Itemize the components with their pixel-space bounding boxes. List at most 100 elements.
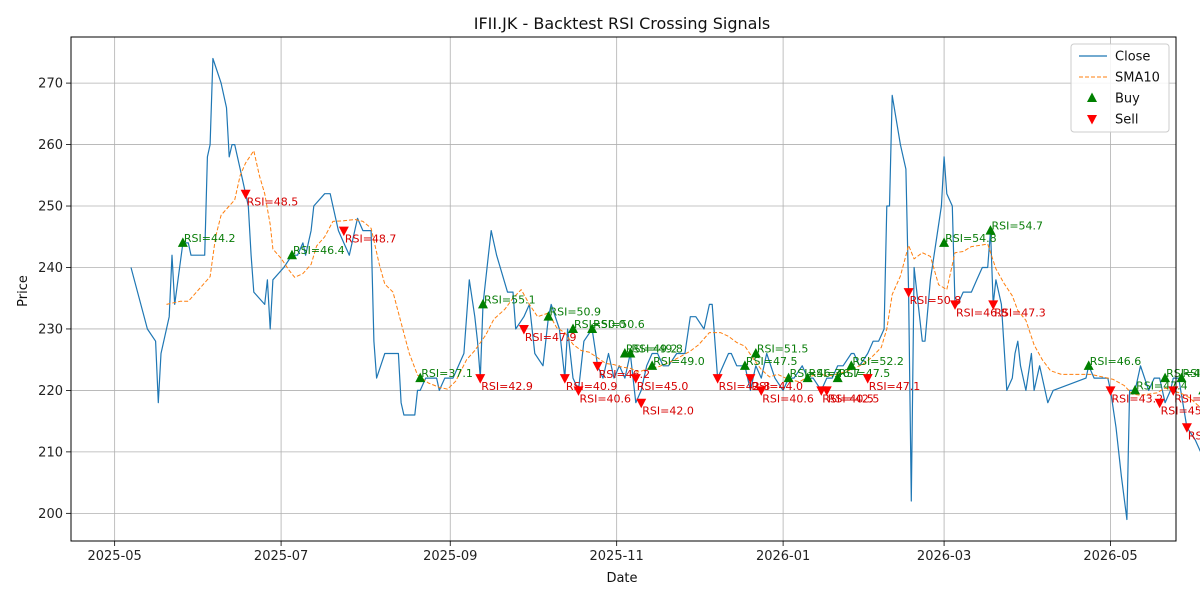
buy-signal-marker bbox=[415, 372, 426, 383]
buy-signal-label: RSI=54.8 bbox=[945, 232, 997, 245]
x-tick-label: 2025-05 bbox=[87, 549, 141, 564]
legend-label: Buy bbox=[1115, 92, 1140, 107]
y-tick-label: 220 bbox=[38, 384, 63, 399]
sell-signal-label: RSI=45.8 bbox=[1174, 392, 1200, 405]
buy-signal-label: RSI=55.1 bbox=[484, 293, 536, 306]
axis-ticks: 2025-05 2025-07 2025-09 2025-11 2026-01 2026-… bbox=[38, 77, 1138, 564]
sell-signal-label: RSI=42.0 bbox=[642, 405, 694, 418]
legend-buy-marker bbox=[1087, 92, 1097, 102]
buy-signal-label: RSI=50.0 bbox=[574, 318, 626, 331]
buy-signal-marker bbox=[287, 249, 297, 260]
sell-signal-marker bbox=[1105, 386, 1116, 396]
buy-signal-marker bbox=[177, 237, 188, 247]
sell-signal-label: RSI=45.1 bbox=[1161, 405, 1200, 418]
buy-signal-marker bbox=[802, 372, 813, 383]
buy-signal-label: RSI=51.5 bbox=[757, 343, 809, 356]
sell-signal-marker bbox=[630, 374, 641, 384]
buy-signal-marker bbox=[1083, 360, 1094, 370]
buy-signal-label: RSI=44.2 bbox=[184, 232, 236, 245]
sell-signal-marker bbox=[475, 374, 486, 384]
sell-signal-label: RSI=40.9 bbox=[566, 380, 618, 393]
buy-signal-marker bbox=[543, 311, 554, 321]
buy-signal-label: RSI=46.3 bbox=[790, 367, 842, 380]
legend: Close SMA10 Buy Sell bbox=[1070, 43, 1170, 133]
sell-signal-label: RSI=48.7 bbox=[345, 233, 397, 246]
sell-signal-marker bbox=[821, 386, 832, 396]
sell-signal-marker bbox=[988, 300, 999, 310]
x-tick-label: 2025-07 bbox=[254, 549, 308, 564]
close-price-line bbox=[130, 57, 1200, 521]
sell-signal-label: RSI=43.2 bbox=[1112, 392, 1164, 405]
y-tick-label: 210 bbox=[38, 445, 63, 460]
buy-signal-marker bbox=[568, 323, 579, 333]
sell-signal-label: RSI=47.1 bbox=[869, 380, 921, 393]
buy-signal-label: RSI=49.2 bbox=[626, 343, 678, 356]
sell-signal-label: RSI=45.0 bbox=[637, 380, 689, 393]
x-tick-label: 2026-03 bbox=[917, 549, 971, 564]
plot-frame bbox=[70, 36, 1177, 542]
sell-signal-label: RSI=47.9 bbox=[525, 331, 577, 344]
buy-signal-marker bbox=[1176, 372, 1187, 383]
buy-signal-label: RSI=49.8 bbox=[631, 343, 683, 356]
grid-lines bbox=[71, 37, 1176, 541]
buy-signal-marker bbox=[750, 348, 761, 358]
signal-markers: RSI=44.2 RSI=46.4 RSI=37.1 RSI=55.1 RSI=50.9… bbox=[177, 189, 1200, 442]
sell-signal-label: RSI=40.6 bbox=[762, 392, 814, 405]
x-tick-label: 2025-11 bbox=[590, 549, 644, 564]
sell-signal-label: RSI=46.8 bbox=[956, 306, 1008, 319]
sell-signal-marker bbox=[636, 398, 647, 409]
buy-signal-label: RSI=50.9 bbox=[549, 306, 601, 319]
buy-signal-label: RSI=54.7 bbox=[991, 220, 1043, 233]
buy-signal-label: RSI=46.6 bbox=[1090, 355, 1142, 368]
x-tick-label: 2025-09 bbox=[423, 549, 477, 564]
sell-signal-label: RSI=42.5 bbox=[828, 392, 880, 405]
legend-label: Close bbox=[1115, 50, 1150, 65]
sell-signal-marker bbox=[712, 374, 723, 384]
sell-signal-label: RSI=42.8 bbox=[719, 380, 771, 393]
buy-signal-label: RSI=49.3 bbox=[1166, 367, 1200, 380]
buy-signal-label: RSI=47.5 bbox=[746, 355, 798, 368]
y-tick-label: 270 bbox=[38, 77, 63, 92]
legend-label: SMA10 bbox=[1115, 71, 1160, 86]
sell-signal-marker bbox=[1181, 423, 1192, 433]
buy-signal-marker bbox=[846, 360, 857, 370]
buy-signal-marker bbox=[1130, 384, 1141, 395]
sell-signal-marker bbox=[756, 386, 767, 396]
legend-sell-marker bbox=[1087, 115, 1097, 125]
legend-box bbox=[1070, 43, 1170, 133]
sell-signal-marker bbox=[518, 324, 529, 335]
y-tick-label: 240 bbox=[38, 261, 63, 276]
buy-signal-label: RSI=46.4 bbox=[293, 244, 345, 257]
buy-signal-marker bbox=[647, 360, 658, 370]
buy-signal-label: RSI=52.2 bbox=[852, 355, 904, 368]
buy-signal-marker bbox=[832, 372, 843, 383]
sell-signal-marker bbox=[1154, 398, 1165, 409]
buy-signal-marker bbox=[985, 225, 996, 235]
sell-signal-marker bbox=[559, 374, 570, 384]
y-tick-label: 260 bbox=[38, 138, 63, 153]
buy-signal-marker bbox=[477, 298, 488, 309]
sma10-line bbox=[166, 150, 1200, 407]
buy-signal-label: RSI=37.1 bbox=[421, 367, 473, 380]
sell-signal-marker bbox=[573, 386, 584, 396]
buy-signal-marker bbox=[739, 360, 750, 370]
sell-signal-marker bbox=[903, 288, 914, 298]
buy-signal-label: RSI=46.7 bbox=[809, 367, 861, 380]
x-tick-label: 2026-01 bbox=[756, 549, 810, 564]
sell-signal-label: RSI=48.5 bbox=[247, 196, 299, 209]
sell-signal-marker bbox=[950, 300, 960, 310]
sell-signal-marker bbox=[745, 374, 756, 384]
buy-signal-label: RSI=50.6 bbox=[593, 318, 645, 331]
y-tick-label: 230 bbox=[38, 322, 63, 337]
buy-signal-marker bbox=[783, 372, 794, 383]
x-axis-label: Date bbox=[606, 571, 637, 586]
sell-signal-marker bbox=[862, 374, 873, 384]
x-tick-label: 2026-05 bbox=[1083, 549, 1137, 564]
sell-signal-label: RSI=46.2 bbox=[599, 368, 651, 381]
legend-label: Sell bbox=[1115, 113, 1138, 128]
sell-signal-label: RSI=42.9 bbox=[481, 380, 533, 393]
buy-signal-marker bbox=[587, 323, 598, 333]
